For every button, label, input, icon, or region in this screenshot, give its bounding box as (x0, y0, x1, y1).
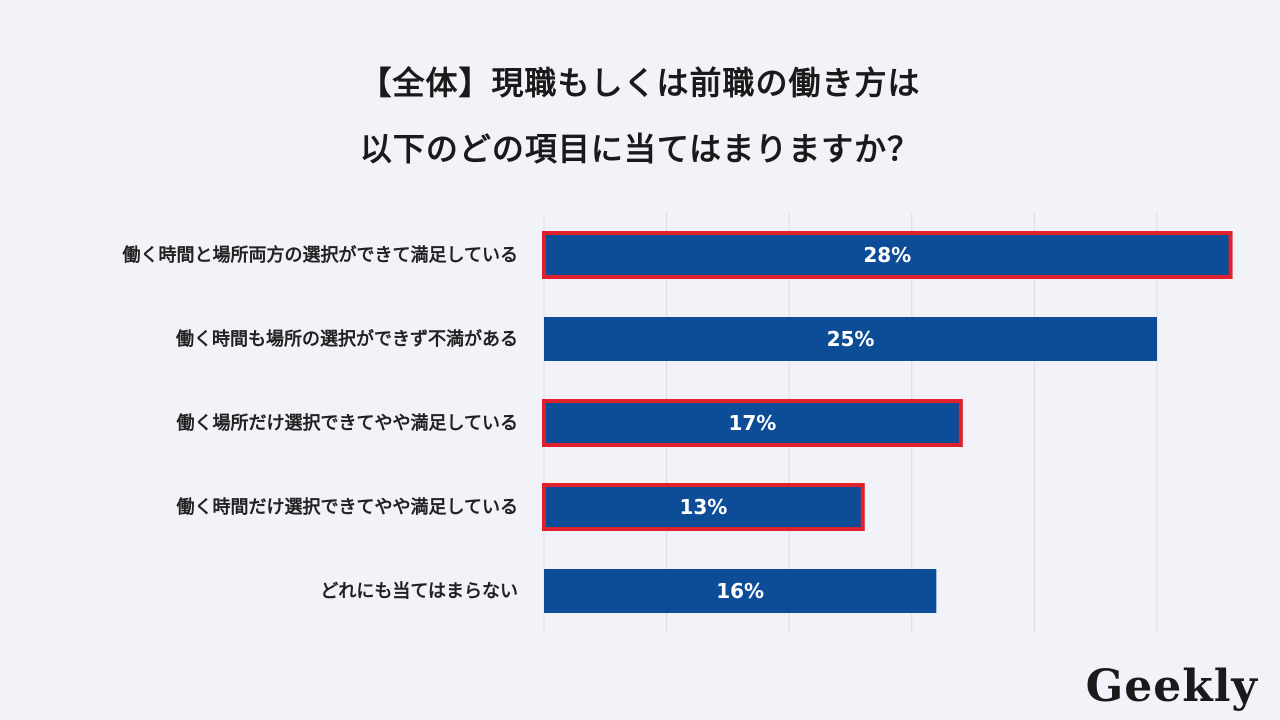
bar (544, 569, 937, 613)
bar-highlight-border (542, 483, 865, 531)
chart-title-line1: 【全体】現職もしくは前職の働き方は (359, 64, 921, 102)
category-label: どれにも当てはまらない (320, 580, 518, 602)
bar (544, 401, 961, 445)
chart-title-line2: 以下のどの項目に当てはまりますか？ (359, 130, 921, 168)
bar-value-label: 16% (716, 579, 764, 603)
bar-highlight-border (542, 399, 963, 447)
category-label: 働く時間と場所両方の選択ができて満足している (122, 244, 518, 266)
bar-highlight-border (542, 231, 1233, 279)
bar (544, 233, 1231, 277)
bar-value-label: 17% (728, 411, 776, 435)
category-label: 働く場所だけ選択できてやや満足している (176, 412, 518, 434)
bar-value-label: 28% (863, 243, 911, 267)
category-label: 働く時間も場所の選択ができず不満がある (175, 328, 518, 350)
bar (544, 317, 1157, 361)
category-label: 働く時間だけ選択できてやや満足している (176, 496, 518, 518)
bar (544, 485, 863, 529)
geekly-logo: Geekly (1085, 661, 1258, 712)
bar-value-label: 25% (827, 327, 875, 351)
bar-value-label: 13% (679, 495, 727, 519)
